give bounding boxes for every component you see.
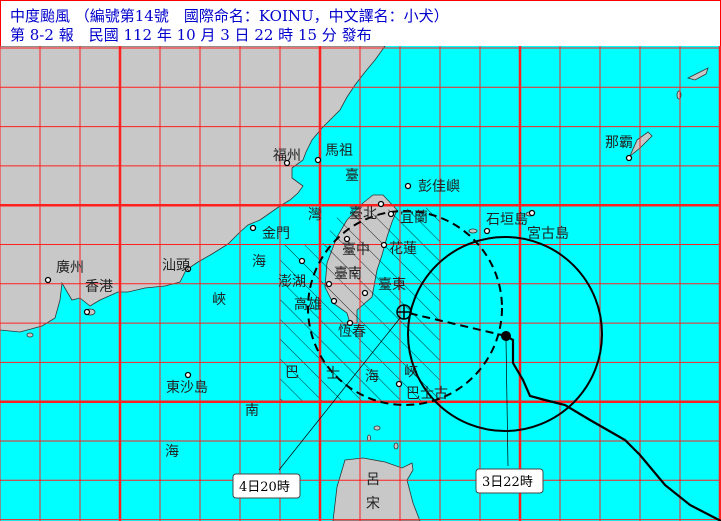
label-tainan: 臺南: [334, 266, 362, 282]
label-hengchun: 恆春: [338, 324, 366, 340]
label-bashi-4: 峽: [404, 364, 418, 380]
label-hongkong: 香港: [85, 279, 113, 295]
label-bashi-3: 海: [365, 369, 379, 385]
luzon-land: [332, 457, 421, 521]
label-kinmen: 金門: [262, 226, 290, 242]
label-taipei: 臺北: [349, 206, 377, 222]
label-dongsha: 東沙島: [166, 380, 208, 396]
label-scs-1: 南: [245, 403, 259, 419]
lat-lon-grid: [0, 46, 721, 521]
label-shantou: 汕頭: [162, 258, 190, 274]
label-guangzhou: 廣州: [56, 259, 84, 276]
forecast-center-marker: [396, 304, 412, 320]
forecast-leader-line: [278, 317, 401, 471]
label-strait-4: 峽: [212, 292, 226, 308]
label-scs-2: 海: [165, 444, 179, 460]
label-ishigaki: 石垣島: [486, 212, 528, 228]
current-time-text: 3日22時: [482, 475, 533, 490]
label-penghu: 澎湖: [278, 274, 306, 290]
label-naha: 那霸: [605, 135, 633, 151]
label-bashi-small: 巴士古: [406, 386, 448, 402]
place-labels: 福州 馬祖 彭佳嶼 臺北 宜蘭 金門 臺中 花蓮 臺南 澎湖 臺東 高雄 恆春 …: [56, 135, 633, 512]
header: 中度颱風 （編號第14號 國際命名：KOINU，中文譯名：小犬） 第 8-2 報…: [0, 0, 721, 47]
label-mazu: 馬祖: [325, 143, 353, 159]
label-miyako: 宮古島: [527, 226, 569, 242]
label-bashi-1: 巴: [285, 365, 299, 381]
report-issue-time: 第 8-2 報 民國 112 年 10 月 3 日 22 時 15 分 發布: [10, 26, 372, 44]
label-strait-2: 灣: [308, 207, 322, 223]
label-taitung: 臺東: [378, 277, 406, 293]
forecast-time-label: 4日20時: [232, 473, 301, 499]
label-strait-1: 臺: [345, 168, 359, 184]
forecast-track: [403, 311, 507, 337]
label-luzon-1: 呂: [366, 472, 380, 488]
storm-radius-circle: [407, 236, 603, 432]
forecast-radius-circle: [307, 210, 503, 406]
label-fuzhou: 福州: [273, 148, 301, 164]
city-dots: [44, 154, 633, 388]
current-time-label: 3日22時: [475, 468, 544, 494]
label-kaohsiung: 高雄: [294, 296, 322, 313]
current-center-marker: [501, 331, 511, 341]
label-taichung: 臺中: [342, 242, 370, 258]
forecast-time-text: 4日20時: [239, 480, 290, 495]
past-track: [505, 335, 721, 521]
label-pengjiayu: 彭佳嶼: [418, 179, 460, 195]
label-yilan: 宜蘭: [400, 210, 428, 226]
label-strait-3: 海: [252, 254, 266, 270]
current-leader-line: [505, 339, 509, 467]
label-luzon-2: 宋: [366, 496, 380, 512]
map-canvas: 福州 馬祖 彭佳嶼 臺北 宜蘭 金門 臺中 花蓮 臺南 澎湖 臺東 高雄 恆春 …: [0, 46, 721, 521]
typhoon-title: 中度颱風 （編號第14號 國際命名：KOINU，中文譯名：小犬）: [10, 7, 449, 25]
label-bashi-2: 士: [326, 366, 340, 382]
label-hualien: 花蓮: [389, 241, 417, 257]
